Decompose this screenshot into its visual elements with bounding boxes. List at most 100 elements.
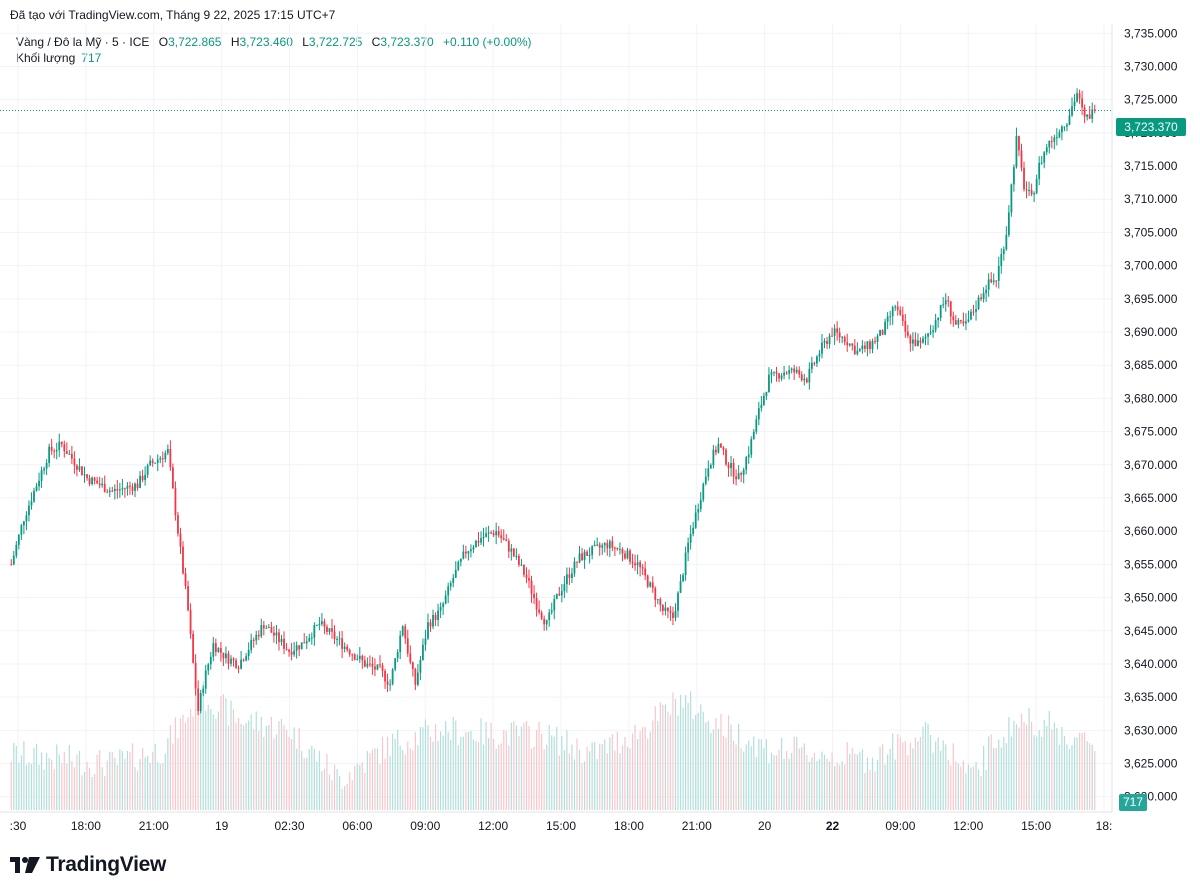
volume-bar	[467, 731, 469, 810]
volume-bar	[341, 788, 343, 810]
volume-bar	[1061, 726, 1063, 810]
candle-body	[967, 319, 970, 322]
candle-body	[467, 551, 470, 554]
price-tick-label: 3,670.000	[1124, 458, 1178, 472]
candle-body	[810, 362, 813, 369]
volume-bar	[561, 736, 563, 810]
candle-body	[20, 525, 23, 535]
volume-bar	[778, 749, 780, 810]
candle-body	[987, 279, 990, 290]
candle-body	[914, 339, 917, 346]
volume-bar	[1030, 722, 1033, 810]
volume-bar	[389, 756, 391, 810]
volume-bar	[432, 741, 434, 810]
candle-body	[118, 489, 121, 491]
price-tick-label: 3,725.000	[1124, 93, 1178, 107]
volume-bar	[237, 718, 240, 810]
volume-bar	[248, 720, 250, 810]
candle-body	[295, 645, 298, 651]
volume-bar	[909, 742, 911, 810]
candle-body	[422, 644, 424, 660]
candle-body	[351, 654, 354, 656]
time-axis[interactable]: :30 18:00 21:00 19 02:30 06:00 09:00 12:00 15:00…	[10, 819, 1113, 833]
volume-bar	[970, 767, 972, 810]
candle-body	[356, 659, 359, 661]
candle-body	[192, 633, 195, 663]
candle-body	[363, 660, 366, 667]
volume-bar	[962, 760, 965, 810]
candle-body	[972, 311, 975, 313]
volume-bar	[121, 751, 123, 810]
candle-body	[1048, 141, 1051, 148]
volume-bar	[174, 717, 177, 810]
candle-body	[689, 533, 692, 543]
volume-bar	[328, 774, 331, 810]
candle-body	[879, 330, 881, 336]
candle-body	[17, 534, 20, 545]
volume-bar	[460, 737, 462, 810]
volume-bar	[775, 755, 778, 810]
volume-bar	[758, 738, 760, 810]
candle-body	[12, 555, 15, 565]
volume-bar	[359, 764, 361, 810]
symbol-title[interactable]: Vàng / Đô la Mỹ · 5 · ICE	[16, 35, 150, 49]
volume-bar	[856, 754, 858, 810]
volume-bar	[988, 736, 990, 810]
candle-body	[871, 341, 874, 350]
candle-body	[1050, 141, 1053, 143]
volume-bar	[591, 742, 593, 810]
volume-bar	[250, 714, 252, 810]
volume-bar	[364, 772, 366, 810]
volume-bar	[528, 725, 530, 810]
candle-body	[214, 643, 217, 652]
price-axis[interactable]: 3,620.0003,625.0003,630.0003,635.0003,64…	[1124, 26, 1178, 803]
candle-body	[785, 372, 788, 374]
volume-bar	[442, 735, 444, 810]
volume-bar	[945, 744, 947, 810]
volume-bar	[541, 733, 543, 810]
open-value: 3,722.865	[168, 35, 222, 49]
candle-body	[755, 419, 758, 432]
volume-bar	[273, 738, 275, 810]
volume-bar	[1008, 717, 1010, 810]
volume-bar	[677, 715, 679, 810]
candle-body	[96, 480, 99, 484]
candle-body	[535, 597, 538, 610]
volume-label[interactable]: Khối lượng	[16, 51, 76, 65]
candle-body	[414, 668, 417, 685]
candle-body	[255, 634, 258, 641]
volume-bar	[1051, 729, 1053, 810]
volume-bar	[500, 743, 502, 810]
volume-bar	[894, 759, 896, 810]
time-tick-label: 21:00	[139, 819, 169, 833]
candle-body	[606, 543, 609, 549]
price-tick-label: 3,640.000	[1124, 657, 1178, 671]
candle-body	[555, 593, 558, 599]
candle-body	[379, 664, 381, 666]
volume-bar	[849, 753, 851, 810]
volume-bar	[791, 753, 793, 810]
volume-bar	[644, 726, 646, 810]
candle-body	[182, 546, 184, 574]
candle-body	[404, 626, 407, 639]
volume-bar	[611, 734, 613, 810]
volume-bar	[725, 737, 727, 810]
candle-body	[374, 666, 376, 670]
candle-body	[98, 483, 101, 486]
volume-bar	[429, 736, 432, 810]
candle-body	[174, 488, 177, 516]
tradingview-logo[interactable]: TradingView	[10, 853, 166, 877]
volume-bar	[154, 744, 156, 810]
volume-bar	[642, 727, 644, 810]
volume-bar	[217, 711, 219, 810]
candle-body	[159, 458, 162, 460]
candle-body	[917, 340, 919, 346]
candle-body	[394, 658, 397, 670]
volume-bar	[81, 775, 83, 810]
volume-bar	[1066, 744, 1068, 810]
volume-bar	[379, 764, 381, 810]
candle-body	[525, 574, 528, 578]
volume-bar	[38, 764, 40, 810]
candle-body	[664, 607, 667, 612]
